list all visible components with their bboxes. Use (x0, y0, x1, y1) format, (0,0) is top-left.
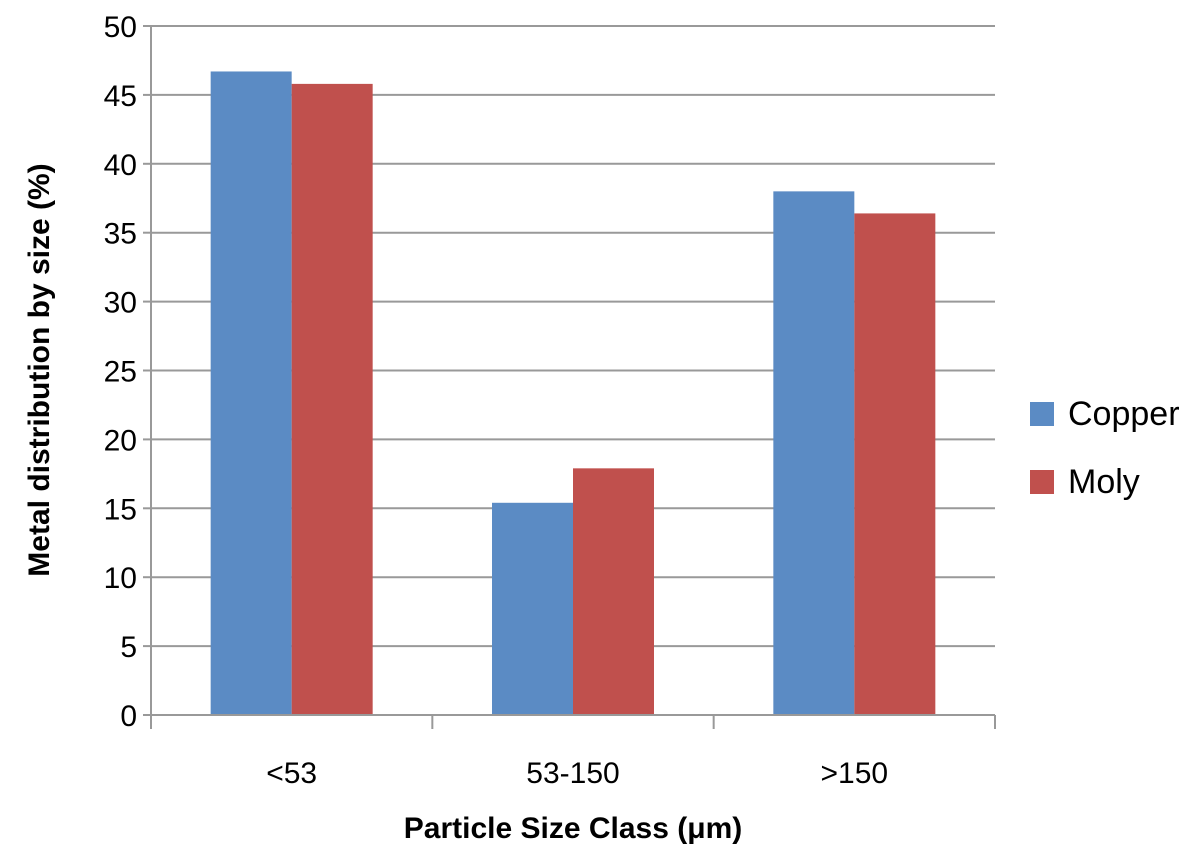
y-tick-label: 25 (104, 356, 137, 389)
x-axis-title: Particle Size Class (μm) (403, 812, 743, 845)
y-axis-title: Metal distribution by size (%) (23, 163, 56, 577)
x-tick-label: <53 (266, 757, 317, 790)
bar-moly (854, 213, 936, 715)
y-tick-label: 45 (104, 80, 137, 113)
y-tick-label: 5 (120, 631, 137, 664)
legend-label: Moly (1068, 462, 1140, 501)
y-tick-label: 50 (104, 11, 137, 44)
x-tick-label: 53-150 (526, 757, 619, 790)
legend-item-copper: Copper (1030, 380, 1180, 448)
copper-swatch-icon (1030, 402, 1054, 426)
x-tick-label: >150 (821, 757, 889, 790)
legend: Copper Moly (1030, 380, 1180, 516)
legend-item-moly: Moly (1030, 448, 1180, 516)
moly-swatch-icon (1030, 470, 1054, 494)
bar-copper (492, 502, 573, 715)
y-tick-label: 30 (104, 287, 137, 320)
y-tick-label: 10 (104, 562, 137, 595)
legend-label: Copper (1068, 394, 1180, 433)
y-tick-label: 15 (104, 493, 137, 526)
bar-copper (210, 71, 292, 715)
bar-copper (773, 191, 855, 716)
y-tick-label: 40 (104, 149, 137, 182)
y-tick-label: 0 (120, 700, 137, 733)
bar-moly (291, 83, 373, 716)
y-tick-label: 20 (104, 424, 137, 457)
y-tick-label: 35 (104, 218, 137, 251)
bar-moly (573, 468, 654, 715)
